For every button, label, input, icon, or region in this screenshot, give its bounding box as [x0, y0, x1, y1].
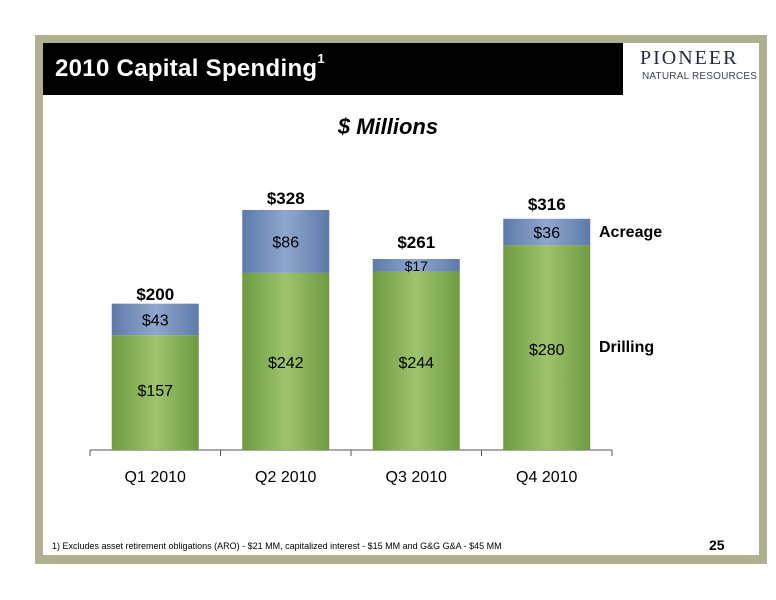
x-tick-label: Q1 2010 — [125, 469, 186, 486]
logo-box — [623, 43, 759, 95]
data-label-drilling: $242 — [268, 355, 304, 372]
data-label-acreage: $86 — [272, 234, 299, 251]
data-label-drilling: $244 — [398, 355, 434, 372]
chart-title: $ Millions — [337, 114, 438, 139]
bar-acreage — [372, 259, 460, 272]
legend-acreage: Acreage — [599, 224, 662, 241]
page-number: 25 — [709, 537, 725, 553]
bar-drilling — [111, 335, 199, 450]
data-label-total: $328 — [267, 189, 305, 208]
bar-drilling — [372, 271, 460, 450]
slide-title-text: 2010 Capital Spending — [55, 55, 318, 82]
data-label-total: $316 — [528, 195, 566, 214]
data-label-total: $261 — [397, 233, 435, 252]
bar-drilling — [503, 245, 591, 450]
company-logo-subtitle: NATURAL RESOURCES — [642, 71, 758, 82]
title-footnote-marker: 1 — [317, 51, 325, 66]
bar-acreage — [503, 218, 591, 246]
data-label-total: $200 — [136, 285, 174, 304]
x-tick-label: Q3 2010 — [386, 469, 447, 486]
bar-acreage — [242, 210, 330, 273]
title-bar — [43, 43, 623, 95]
x-tick-label: Q2 2010 — [255, 469, 316, 486]
company-logo: PIONEER — [640, 47, 739, 69]
data-label-drilling: $157 — [137, 383, 173, 400]
x-tick-label: Q4 2010 — [516, 469, 577, 486]
data-label-acreage: $17 — [405, 258, 429, 274]
footnote: 1) Excludes asset retirement obligations… — [52, 541, 502, 551]
slide-title: 2010 Capital Spending1 — [55, 51, 325, 83]
data-label-acreage: $43 — [142, 312, 169, 329]
bar-drilling — [242, 272, 330, 450]
data-label-acreage: $36 — [533, 225, 560, 242]
bar-acreage — [111, 303, 199, 336]
data-label-drilling: $280 — [529, 342, 565, 359]
legend-drilling: Drilling — [599, 339, 654, 356]
